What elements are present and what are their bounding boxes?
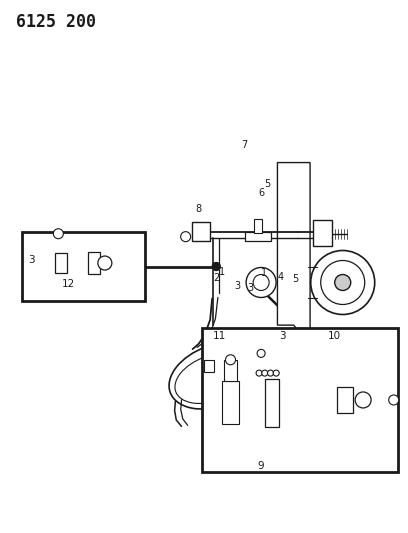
Text: 10: 10 (328, 331, 341, 341)
Bar (245, 232, 271, 241)
Circle shape (253, 274, 269, 290)
Text: 8: 8 (195, 205, 202, 214)
Circle shape (273, 370, 279, 376)
Bar (337, 386, 353, 413)
Bar (55, 254, 67, 273)
Text: 4: 4 (277, 272, 284, 281)
Bar (265, 378, 279, 426)
Circle shape (257, 349, 265, 358)
Text: 5: 5 (264, 180, 270, 189)
Circle shape (246, 268, 276, 297)
Bar (224, 360, 237, 381)
Circle shape (226, 355, 235, 365)
Text: 1: 1 (219, 267, 225, 277)
Circle shape (181, 232, 191, 241)
Text: 3: 3 (234, 281, 241, 290)
Circle shape (355, 392, 371, 408)
Text: 3: 3 (29, 255, 35, 265)
Text: 6125 200: 6125 200 (16, 13, 95, 31)
Bar (254, 219, 262, 233)
Text: 7: 7 (241, 140, 247, 150)
Circle shape (98, 256, 112, 270)
Bar (202, 328, 398, 472)
Bar (313, 220, 332, 246)
Text: 6: 6 (258, 188, 264, 198)
Circle shape (321, 261, 365, 304)
Bar (222, 381, 239, 424)
Text: 3: 3 (279, 331, 286, 341)
Circle shape (262, 370, 268, 376)
Circle shape (311, 251, 375, 314)
Circle shape (389, 395, 399, 405)
Bar (204, 360, 214, 372)
Bar (22, 232, 145, 301)
Circle shape (268, 370, 273, 376)
Circle shape (53, 229, 63, 239)
Text: 2: 2 (213, 273, 220, 283)
Circle shape (212, 262, 220, 271)
Text: 1: 1 (261, 268, 268, 278)
Polygon shape (277, 163, 310, 336)
Circle shape (335, 274, 351, 290)
Text: 9: 9 (258, 462, 264, 471)
Ellipse shape (169, 342, 264, 409)
Text: 12: 12 (62, 279, 75, 289)
Text: 5: 5 (293, 274, 299, 284)
Text: 3: 3 (247, 283, 254, 293)
Text: 11: 11 (213, 331, 226, 341)
Ellipse shape (175, 353, 249, 403)
Bar (88, 253, 100, 274)
Circle shape (256, 370, 262, 376)
Bar (192, 222, 210, 241)
